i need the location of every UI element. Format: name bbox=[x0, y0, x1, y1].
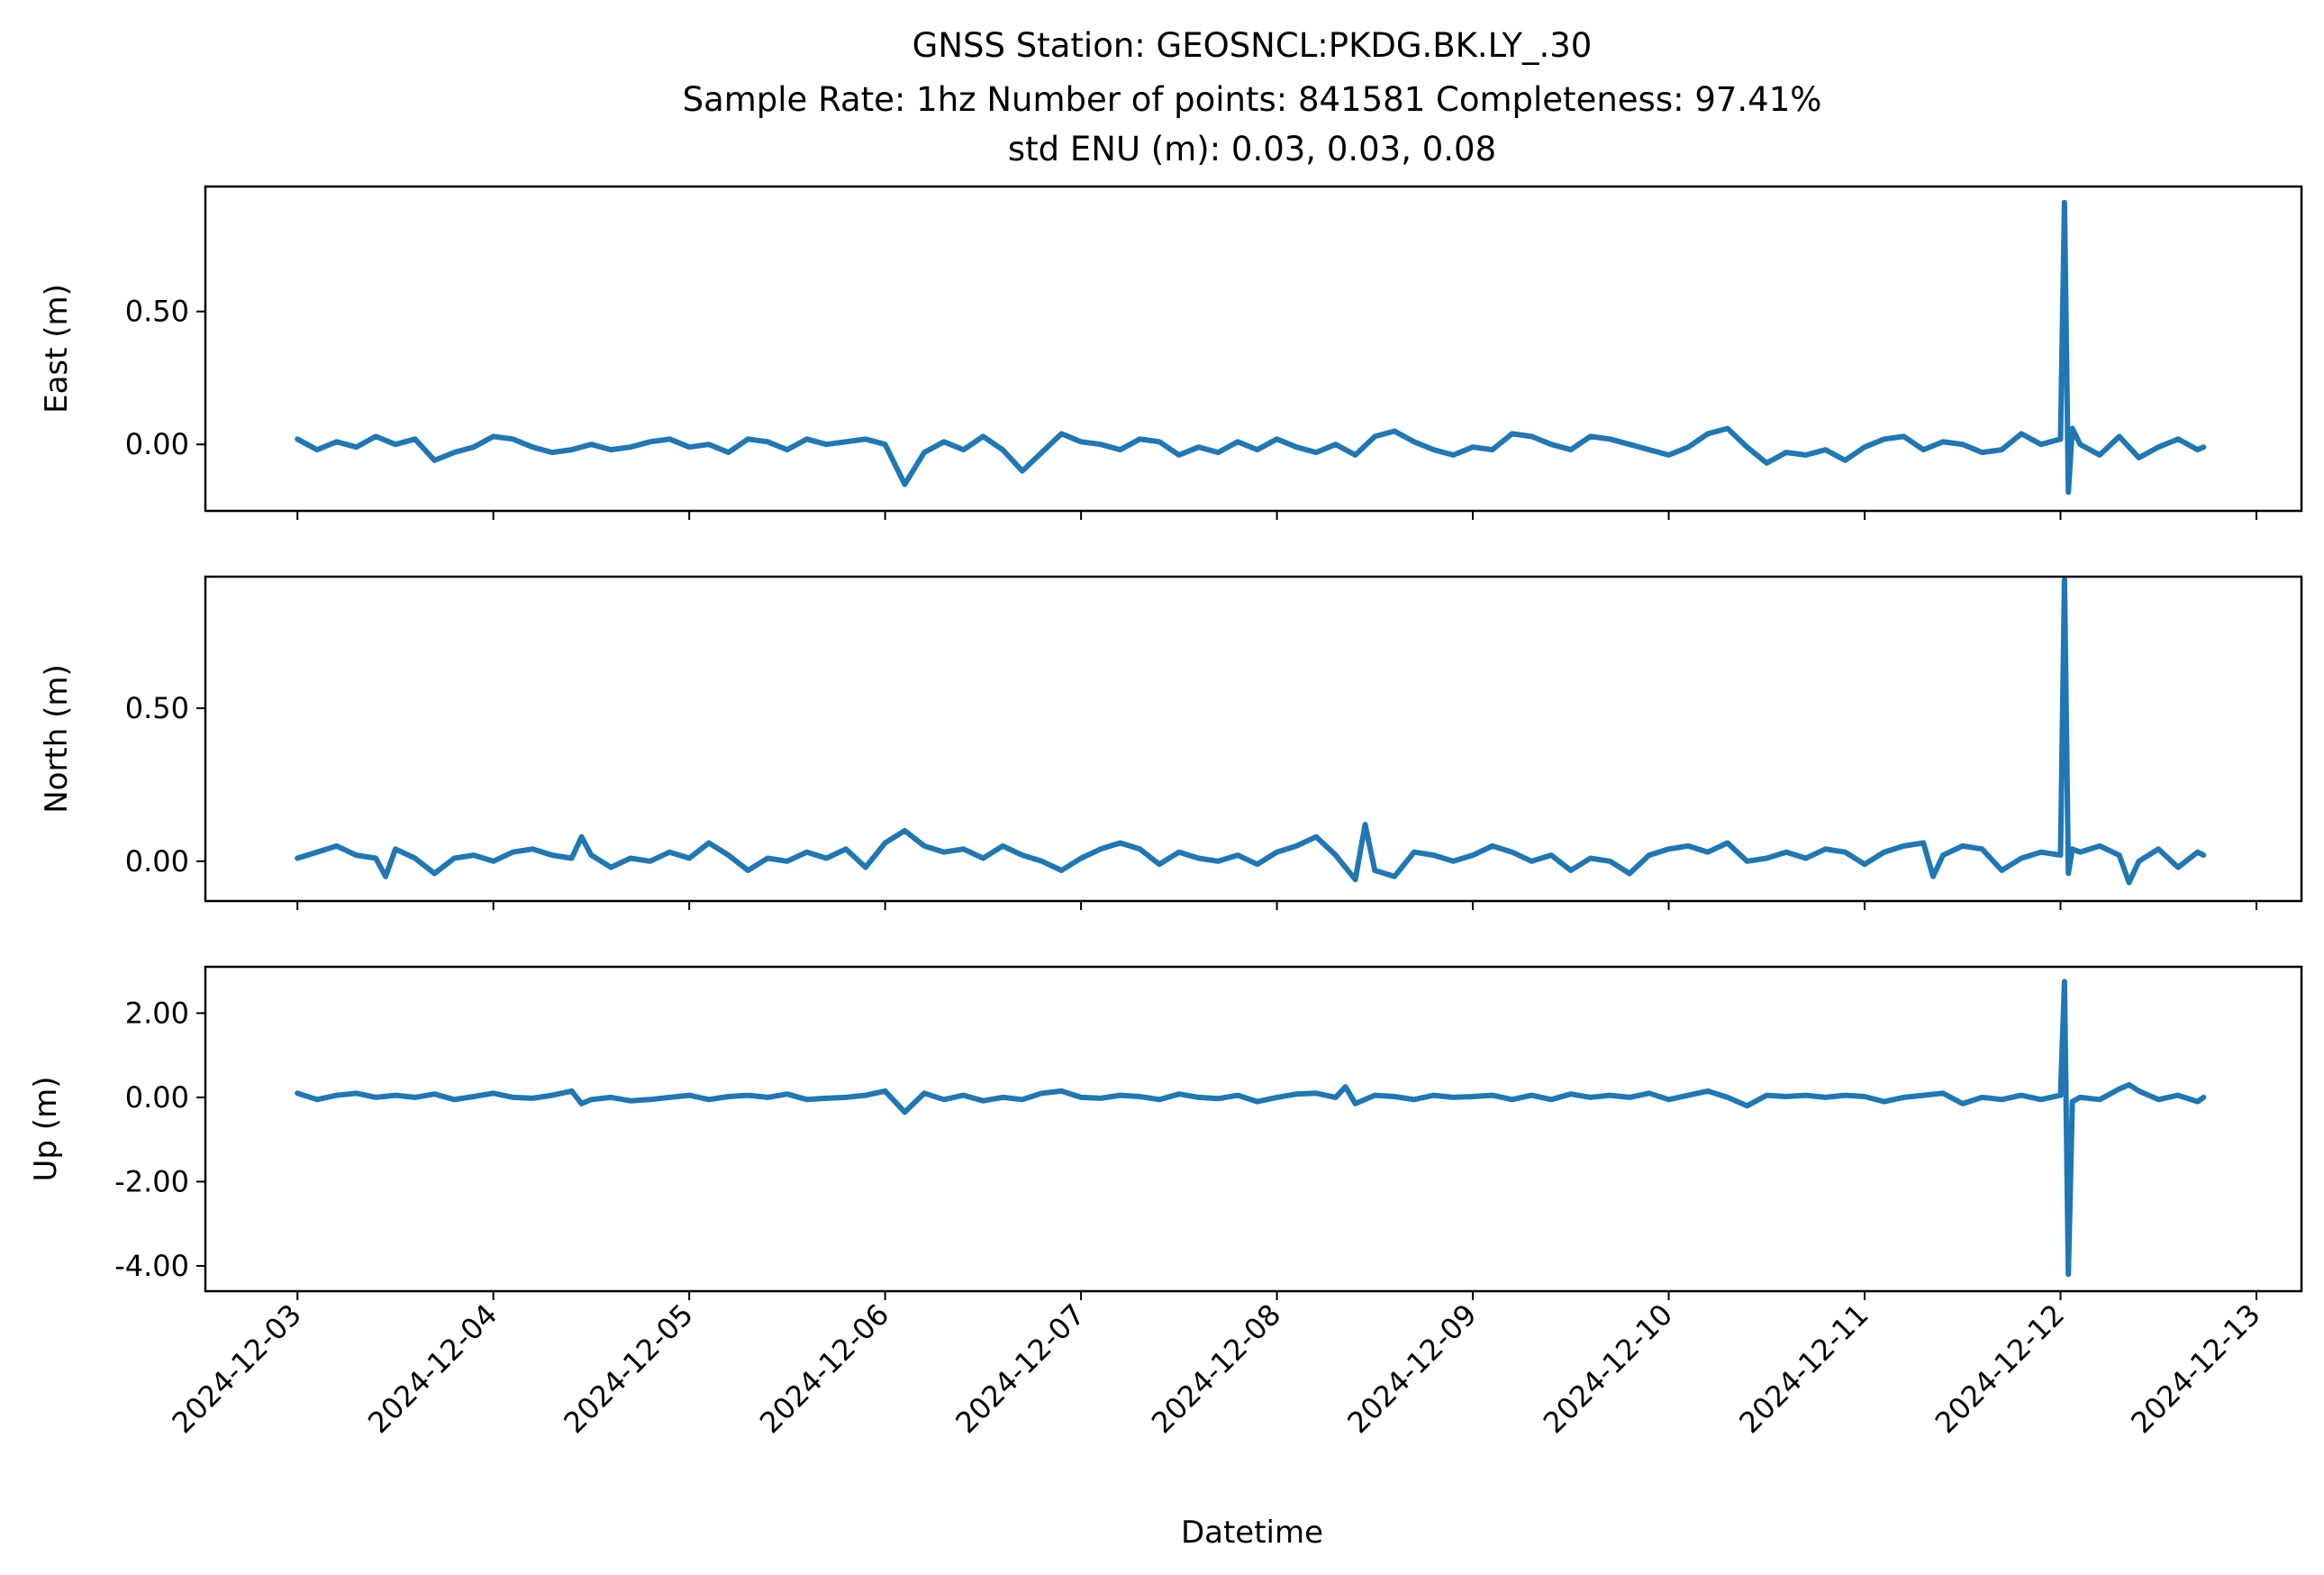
up-panel: -4.00 -2.00 0.00 2.00 Up (m) bbox=[28, 965, 2303, 1300]
title-line-2: Sample Rate: 1hz Number of points: 84158… bbox=[683, 80, 1822, 119]
y-tick-label: 0.00 bbox=[125, 844, 189, 879]
series-line bbox=[295, 199, 2207, 496]
plot-frame bbox=[204, 185, 2303, 513]
series-line bbox=[295, 979, 2207, 1278]
y-axis-label: East (m) bbox=[39, 284, 75, 414]
y-axis-label: Up (m) bbox=[28, 1077, 64, 1182]
north-panel: 0.00 0.50 North (m) bbox=[39, 575, 2303, 910]
title-line-3: std ENU (m): 0.03, 0.03, 0.08 bbox=[1008, 130, 1496, 168]
y-tick-label: 0.50 bbox=[125, 691, 189, 725]
y-tick-label: 2.00 bbox=[125, 996, 189, 1030]
series-line bbox=[295, 577, 2207, 886]
y-tick-label: 0.00 bbox=[125, 1080, 189, 1115]
title-line-1: GNSS Station: GEOSNCL:PKDG.BK.LY_.30 bbox=[912, 26, 1593, 65]
plot-frame bbox=[204, 965, 2303, 1293]
plot-frame bbox=[204, 575, 2303, 903]
figure-title: GNSS Station: GEOSNCL:PKDG.BK.LY_.30 Sam… bbox=[683, 26, 1822, 168]
y-tick-label: -4.00 bbox=[114, 1249, 189, 1283]
y-tick-label: 0.50 bbox=[125, 295, 189, 329]
x-axis-label: Datetime bbox=[1181, 1515, 1323, 1551]
y-axis-label: North (m) bbox=[39, 664, 75, 814]
y-tick-label: -2.00 bbox=[114, 1164, 189, 1198]
east-panel: 0.00 0.50 East (m) bbox=[39, 185, 2303, 520]
y-tick-label: 0.00 bbox=[125, 427, 189, 461]
